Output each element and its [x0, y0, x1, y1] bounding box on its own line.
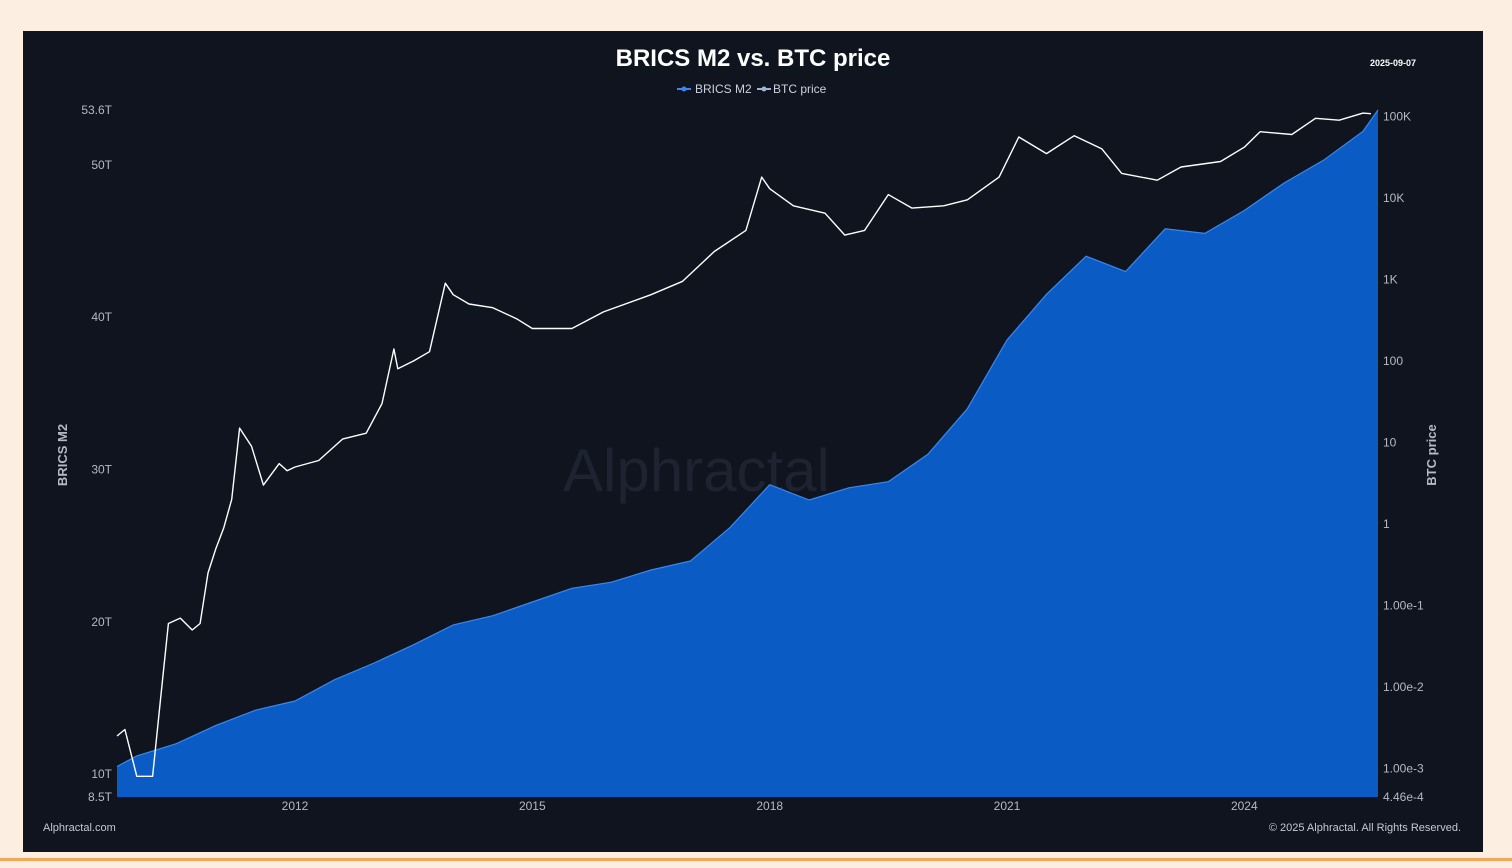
legend-label-brics-m2: BRICS M2 — [695, 82, 752, 96]
btc-price-line — [116, 112, 1371, 777]
date-label: 2025-09-07 — [1370, 58, 1416, 68]
left-tick-label: 20T — [91, 615, 112, 629]
left-tick-label: 53.6T — [81, 103, 112, 117]
chart-canvas: Alphractal BRICS M2 vs. BTC price 2025-0… — [43, 45, 1461, 834]
left-axis-title: BRICS M2 — [55, 424, 70, 486]
right-tick-label: 1.00e-3 — [1383, 761, 1424, 775]
legend-item-btc-price[interactable]: BTC price — [757, 82, 827, 96]
x-tick-label: 2018 — [756, 799, 783, 813]
legend-marker-btc-price — [761, 86, 767, 92]
right-tick-label: 1 — [1383, 517, 1390, 531]
chart-title: BRICS M2 vs. BTC price — [616, 45, 891, 72]
right-tick-label: 100 — [1383, 354, 1403, 368]
right-axis-title: BTC price — [1424, 424, 1439, 485]
x-tick-label: 2024 — [1231, 799, 1258, 813]
left-tick-label: 10T — [91, 767, 112, 781]
right-tick-label: 1K — [1383, 272, 1398, 286]
bottom-divider — [0, 858, 1512, 861]
btc-price-series — [116, 112, 1371, 777]
left-tick-label: 8.5T — [88, 790, 113, 804]
legend-label-btc-price: BTC price — [773, 82, 827, 96]
brics-m2-series — [116, 109, 1379, 797]
x-axis-ticks: 2012 2015 2018 2021 2024 — [282, 799, 1258, 813]
right-tick-label: 4.46e-4 — [1383, 790, 1424, 804]
right-axis-ticks: 100K 10K 1K 100 10 1 1.00e-1 1.00e-2 1.00e-3 4.46… — [1383, 110, 1424, 805]
legend: BRICS M2 BTC price — [677, 82, 827, 96]
brics-m2-line — [116, 109, 1379, 768]
x-tick-label: 2021 — [994, 799, 1021, 813]
left-tick-label: 50T — [91, 158, 112, 172]
x-tick-label: 2012 — [282, 799, 309, 813]
x-tick-label: 2015 — [519, 799, 546, 813]
legend-marker-brics-m2 — [681, 86, 687, 92]
legend-item-brics-m2[interactable]: BRICS M2 — [677, 82, 752, 96]
footer-copyright: © 2025 Alphractal. All Rights Reserved. — [1269, 822, 1461, 834]
right-tick-label: 1.00e-2 — [1383, 680, 1424, 694]
left-tick-label: 30T — [91, 463, 112, 477]
right-tick-label: 10 — [1383, 435, 1397, 449]
left-axis-ticks: 53.6T 50T 40T 30T 20T 10T 8.5T — [81, 103, 112, 804]
right-tick-label: 100K — [1383, 110, 1411, 124]
brics-m2-area — [117, 110, 1378, 797]
right-tick-label: 1.00e-1 — [1383, 598, 1424, 612]
left-tick-label: 40T — [91, 310, 112, 324]
chart-panel: Alphractal BRICS M2 vs. BTC price 2025-0… — [23, 31, 1483, 852]
right-tick-label: 10K — [1383, 191, 1404, 205]
footer-source[interactable]: Alphractal.com — [43, 822, 116, 834]
